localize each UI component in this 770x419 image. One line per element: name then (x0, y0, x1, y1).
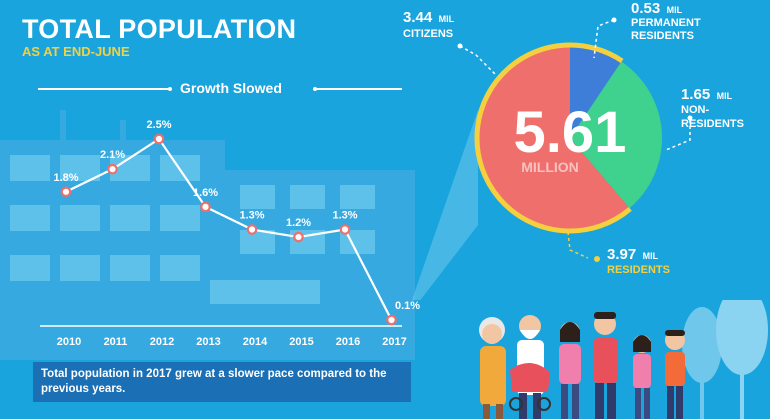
pie-center-value: 5.61 (514, 100, 627, 165)
pie-slice-permanent-residents (570, 46, 622, 138)
non-residents-unit: MIL (717, 91, 733, 101)
citizens-callout-line (459, 45, 497, 76)
caption-text: Total population in 2017 grew at a slowe… (41, 368, 387, 395)
data-point-2014 (246, 224, 258, 235)
residents-unit: MIL (643, 251, 659, 261)
non-residents-number: 1.65 (681, 86, 710, 103)
data-label-2017: 0.1% (395, 300, 420, 312)
residents-callout-line (567, 231, 589, 259)
page-title: TOTAL POPULATION (22, 14, 297, 44)
permanent-residents-label-line-2: RESIDENTS (631, 30, 694, 42)
data-point-2017 (386, 314, 397, 326)
citizens-label-value: 3.44 MIL (403, 9, 455, 26)
data-point-2015 (293, 231, 304, 243)
non-residents-label-value: 1.65 MIL (681, 86, 733, 103)
caption-box: Total population in 2017 grew at a slowe… (33, 362, 411, 402)
title-rule-dot-left (168, 87, 172, 91)
population-pie-chart: 5.61 MILLION 3.44 MIL CITIZENS 0.53 MIL … (403, 0, 744, 300)
citizens-number: 3.44 (403, 9, 433, 26)
data-label-2016: 1.3% (332, 210, 357, 222)
data-label-2015: 1.2% (286, 217, 311, 229)
family-illustration (479, 312, 685, 419)
x-tick-label-2011: 2011 (104, 336, 128, 348)
page-subtitle: AS AT END-JUNE (22, 44, 130, 59)
data-point-2013 (200, 201, 211, 213)
x-tick-label-2016: 2016 (336, 336, 360, 348)
residents-callout-dot (594, 256, 600, 262)
residents-arc-ring (474, 42, 666, 234)
data-label-2011: 2.1% (100, 149, 125, 161)
x-tick-label-2015: 2015 (289, 336, 313, 348)
data-label-2013: 1.6% (193, 187, 218, 199)
pie-center-unit: MILLION (521, 159, 579, 175)
permanent-residents-label-line-1: PERMANENT (631, 17, 701, 29)
residents-label: RESIDENTS (607, 264, 670, 276)
x-tick-label-2012: 2012 (150, 336, 174, 348)
data-label-2012: 2.5% (146, 119, 171, 131)
chart-title: Growth Slowed (180, 80, 282, 96)
permanent-residents-number: 0.53 (631, 0, 660, 17)
x-tick-label-2013: 2013 (196, 336, 220, 348)
non-residents-label-line-1: NON- (681, 104, 709, 116)
permanent-residents-callout-line (593, 19, 615, 59)
permanent-residents-unit: MIL (667, 5, 683, 15)
data-label-2014: 1.3% (239, 210, 264, 222)
non-residents-callout-line (665, 120, 691, 151)
data-point-2016 (339, 224, 351, 235)
permanent-residents-callout-dot (611, 17, 617, 23)
x-tick-label-2014: 2014 (243, 336, 268, 348)
trees-illustration (682, 300, 768, 419)
data-point-2012 (153, 133, 165, 145)
citizens-callout-dot (457, 43, 463, 49)
residents-label-value: 3.97 MIL (607, 246, 659, 263)
title-rule-dot-right (313, 87, 317, 91)
citizens-unit: MIL (439, 14, 455, 24)
pie-slice-citizens (477, 46, 630, 231)
title-rule-left (38, 88, 170, 90)
data-point-2010 (60, 186, 72, 198)
x-tick-label-2010: 2010 (57, 336, 81, 348)
citizens-label: CITIZENS (403, 28, 453, 40)
non-residents-label-line-2: RESIDENTS (681, 118, 744, 130)
growth-series-line (65, 137, 393, 321)
building-illustration (0, 110, 415, 360)
data-point-2011 (107, 163, 118, 175)
data-label-2010: 1.8% (53, 172, 78, 184)
growth-line-chart: 1.8% 2.1% 2.5% 1.6% 1.3% 1.2% 1.3% 0.1% 2010 201… (40, 119, 420, 348)
x-tick-label-2017: 2017 (382, 336, 406, 348)
permanent-residents-label-value: 0.53 MIL (631, 0, 683, 17)
title-rule-right (317, 88, 402, 90)
pie-slice-non-residents (570, 61, 662, 209)
non-residents-callout-dot (687, 115, 693, 121)
pie-connector-beam (411, 110, 478, 300)
residents-number: 3.97 (607, 246, 636, 263)
